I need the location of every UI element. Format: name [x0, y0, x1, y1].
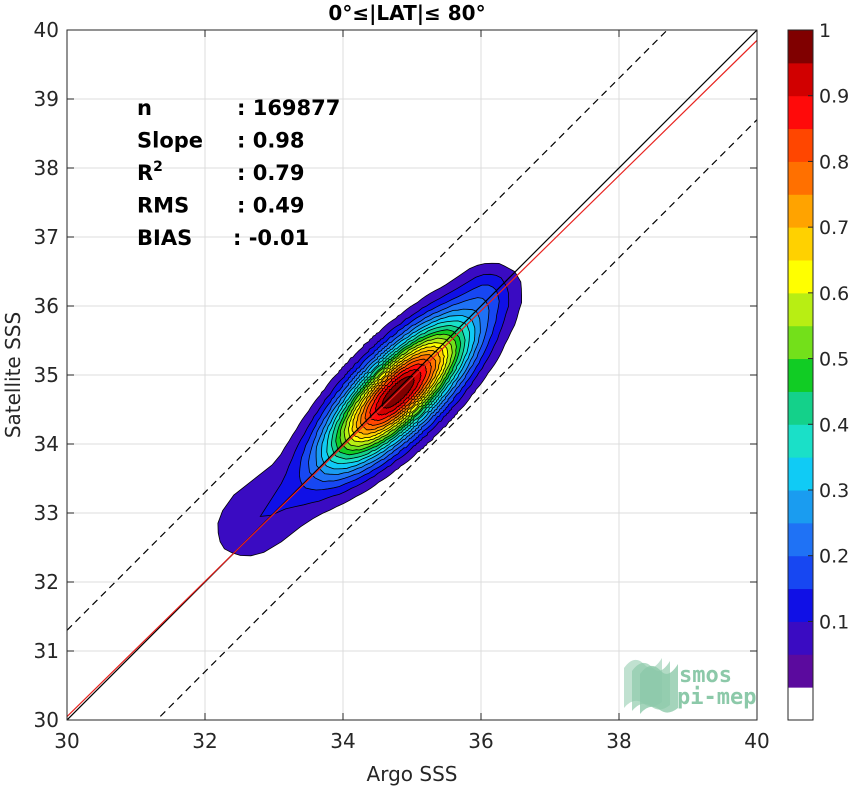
- stat-name: n: [137, 96, 152, 120]
- colorbar: 0.1 0.2 0.3 0.4 0.5 0.6 0.7 0.8 0.9 1: [787, 20, 849, 721]
- colorbar-segment: [788, 161, 813, 195]
- y-tick-label: 37: [34, 225, 59, 249]
- stat-value: : 0.49: [237, 194, 305, 218]
- colorbar-segment: [788, 588, 813, 622]
- y-tick-label: 40: [34, 18, 59, 42]
- colorbar-tick-label: 0.7: [819, 217, 849, 239]
- colorbar-segment: [788, 358, 813, 392]
- x-tick-label: 40: [744, 729, 769, 753]
- y-axis-label: Satellite SSS: [1, 312, 25, 438]
- x-tick-label: 32: [192, 729, 217, 753]
- colorbar-segment: [788, 260, 813, 294]
- colorbar-segment: [788, 194, 813, 228]
- chart-title: 0°≤|LAT|≤ 80°: [328, 1, 485, 25]
- colorbar-segment: [788, 227, 813, 261]
- y-tick-label: 32: [34, 570, 59, 594]
- y-tick-label: 35: [34, 363, 59, 387]
- colorbar-tick-label: 0.1: [819, 611, 849, 633]
- stat-value: : 169877: [237, 96, 340, 120]
- colorbar-tick-label: 0.2: [819, 546, 849, 568]
- colorbar-tick-label: 0.3: [819, 480, 849, 502]
- colorbar-segment: [788, 391, 813, 425]
- line-regression: [67, 39, 757, 717]
- colorbar-segment: [788, 292, 813, 327]
- colorbar-segment: [788, 490, 813, 524]
- colorbar-tick-label: 0.6: [819, 283, 849, 305]
- colorbar-tick-label: 0.5: [819, 349, 849, 371]
- stat-name: Slope: [137, 129, 203, 153]
- colorbar-segment: [788, 62, 813, 97]
- colorbar-tick-label: 0.8: [819, 151, 849, 173]
- colorbar-segment: [788, 555, 813, 590]
- line-lower-bound: [155, 119, 757, 720]
- y-tick-label: 33: [34, 501, 59, 525]
- y-tick-label: 36: [34, 294, 59, 318]
- x-tick-label: 38: [606, 729, 631, 753]
- colorbar-tick-label: 1: [819, 20, 831, 42]
- x-tick-label: 30: [54, 729, 79, 753]
- stat-name: BIAS: [137, 226, 192, 250]
- colorbar-tick-label: 0.9: [819, 86, 849, 108]
- y-tick-label: 38: [34, 156, 59, 180]
- y-tick-label: 31: [34, 639, 59, 663]
- colorbar-segment: [788, 128, 813, 162]
- colorbar-segment: [788, 654, 813, 688]
- colorbar-segment: [788, 621, 813, 655]
- axis-ticks: 30 32 34 36 38 40 30 31 32 33 34 35 36 37 38 39 40: [34, 18, 770, 753]
- reference-lines: [67, 30, 757, 720]
- colorbar-segment: [788, 424, 813, 458]
- y-tick-label: 30: [34, 708, 59, 732]
- stat-value: : 0.79: [237, 161, 305, 185]
- logo-line1: smos: [679, 663, 732, 688]
- stat-name: RMS: [137, 194, 189, 218]
- colorbar-segment: [788, 95, 813, 130]
- colorbar-segment: [788, 687, 813, 721]
- y-tick-label: 39: [34, 87, 59, 111]
- colorbar-segment: [788, 522, 813, 557]
- colorbar-segment: [788, 30, 813, 64]
- logo-line2: pi-mep: [677, 685, 756, 710]
- stat-value: : -0.01: [233, 226, 309, 250]
- x-tick-label: 36: [468, 729, 493, 753]
- colorbar-tick-label: 0.4: [819, 414, 849, 436]
- x-tick-label: 34: [330, 729, 355, 753]
- stat-value: : 0.98: [237, 129, 305, 153]
- line-identity: [67, 30, 757, 720]
- colorbar-segment: [788, 325, 813, 360]
- logo-wave-shape: [640, 664, 678, 714]
- x-axis-label: Argo SSS: [367, 762, 458, 786]
- y-tick-label: 34: [34, 432, 59, 456]
- colorbar-frame: [787, 29, 814, 721]
- line-upper-bound: [67, 30, 669, 631]
- colorbar-segment: [788, 457, 813, 491]
